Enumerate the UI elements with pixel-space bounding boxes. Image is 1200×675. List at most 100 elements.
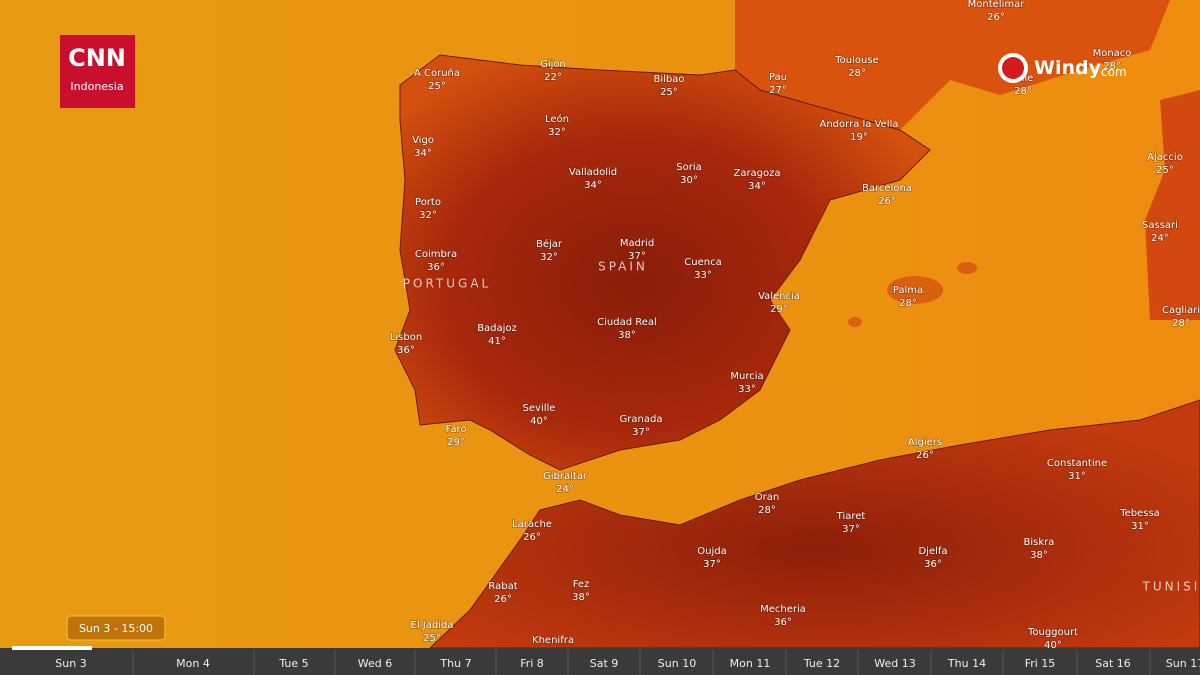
windy-icon-inner [1002, 57, 1024, 79]
place-temp: 26° [987, 12, 1005, 23]
place-temp: 37° [632, 427, 650, 438]
day-label[interactable]: Sun 10 [658, 657, 696, 670]
place-name: Palma [893, 285, 923, 296]
day-label[interactable]: Sat 16 [1095, 657, 1131, 670]
timeline-bar[interactable] [0, 648, 1200, 675]
day-label[interactable]: Sat 9 [590, 657, 619, 670]
place-name: Béjar [536, 238, 563, 250]
timeline-progress [12, 646, 92, 650]
place-name: Seville [523, 403, 556, 414]
day-label[interactable]: Wed 6 [358, 657, 392, 670]
island [887, 276, 943, 304]
place-temp: 26° [494, 594, 512, 605]
day-label[interactable]: Tue 5 [278, 657, 308, 670]
place-temp: 32° [548, 127, 566, 138]
place-temp: 36° [774, 617, 792, 628]
country-name: SPAIN [598, 260, 648, 274]
day-label[interactable]: Mon 11 [730, 657, 771, 670]
place-name: Badajoz [477, 323, 517, 334]
place-temp: 31° [1131, 521, 1149, 532]
place-name: Gijon [540, 59, 566, 70]
place-name: Coimbra [415, 249, 457, 260]
day-label[interactable]: Thu 7 [439, 657, 471, 670]
place-name: Pau [769, 72, 787, 83]
iberia [394, 54, 931, 471]
place-name: Faro [446, 424, 467, 435]
day-label[interactable]: Sun 3 [55, 657, 86, 670]
place-name: Vigo [412, 135, 434, 146]
france [735, 0, 1170, 130]
place-temp: 34° [414, 148, 432, 159]
place-name: Gibraltar [543, 471, 588, 482]
place-temp: 25° [1156, 165, 1174, 176]
day-label[interactable]: Thu 14 [947, 657, 986, 670]
place-temp: 26° [878, 196, 896, 207]
cnn-logo [60, 35, 135, 108]
place-temp: 38° [1030, 550, 1048, 561]
place-name: Rabat [488, 581, 517, 592]
place-name: Toulouse [834, 55, 878, 66]
place-name: Bilbao [653, 74, 684, 85]
place-temp: 24° [1151, 233, 1169, 244]
place-temp: 34° [748, 181, 766, 192]
place-temp: 24° [556, 484, 574, 495]
place-temp: 38° [618, 330, 636, 341]
place-name: Andorra la Vella [820, 119, 899, 130]
place-name: Tebessa [1119, 508, 1160, 519]
place-name: Monaco [1093, 48, 1132, 59]
place-name: Khenifra [532, 635, 574, 646]
day-label[interactable]: Fri 15 [1025, 657, 1056, 670]
time-badge[interactable] [66, 615, 166, 641]
place-temp: 31° [1068, 471, 1086, 482]
place-name: Valencia [758, 291, 800, 302]
place-name: Algiers [908, 437, 942, 448]
day-label[interactable]: Tue 12 [803, 657, 840, 670]
day-label[interactable]: Fri 8 [520, 657, 544, 670]
place-name: Granada [620, 414, 663, 425]
place-name: Biskra [1024, 537, 1055, 548]
place-temp: 40° [530, 416, 548, 427]
place-name: Oran [755, 492, 779, 503]
place-name: Cagliari [1162, 305, 1200, 316]
place-temp: 41° [488, 336, 506, 347]
place-name: Lisbon [390, 332, 422, 343]
place-temp: 26° [916, 450, 934, 461]
place-temp: 36° [427, 262, 445, 273]
place-temp: 29° [770, 304, 788, 315]
place-temp: 37° [628, 251, 646, 262]
day-label[interactable]: Mon 4 [176, 657, 210, 670]
place-temp: 37° [842, 524, 860, 535]
place-name: Larache [512, 519, 552, 530]
place-name: León [545, 113, 569, 125]
place-temp: 36° [397, 345, 415, 356]
place-temp: 37° [703, 559, 721, 570]
place-temp: 32° [419, 210, 437, 221]
place-temp: 34° [584, 180, 602, 191]
place-temp: 36° [924, 559, 942, 570]
place-name: Valladolid [569, 167, 617, 178]
place-name: Barcelona [862, 183, 912, 194]
place-temp: 19° [850, 132, 868, 143]
place-name: A Coruña [414, 68, 460, 79]
country-name: PORTUGAL [403, 277, 491, 291]
cnn-text: CNN [68, 44, 126, 72]
place-name: Sassari [1142, 220, 1178, 231]
place-name: Constantine [1047, 458, 1107, 469]
place-temp: 28° [899, 298, 917, 309]
place-name: Porto [415, 197, 441, 208]
place-temp: 30° [680, 175, 698, 186]
place-temp: 27° [769, 85, 787, 96]
place-temp: 25° [428, 81, 446, 92]
place-temp: 22° [544, 72, 562, 83]
place-temp: 26° [523, 532, 541, 543]
place-temp: 28° [1014, 86, 1032, 97]
place-name: Madrid [620, 238, 654, 249]
place-temp: 33° [738, 384, 756, 395]
place-name: Murcia [730, 371, 763, 382]
north-africa [428, 399, 1200, 649]
place-name: Ciudad Real [597, 317, 657, 328]
day-label[interactable]: Sun 17 [1166, 657, 1200, 670]
place-name: Zaragoza [733, 168, 780, 179]
day-label[interactable]: Wed 13 [874, 657, 915, 670]
